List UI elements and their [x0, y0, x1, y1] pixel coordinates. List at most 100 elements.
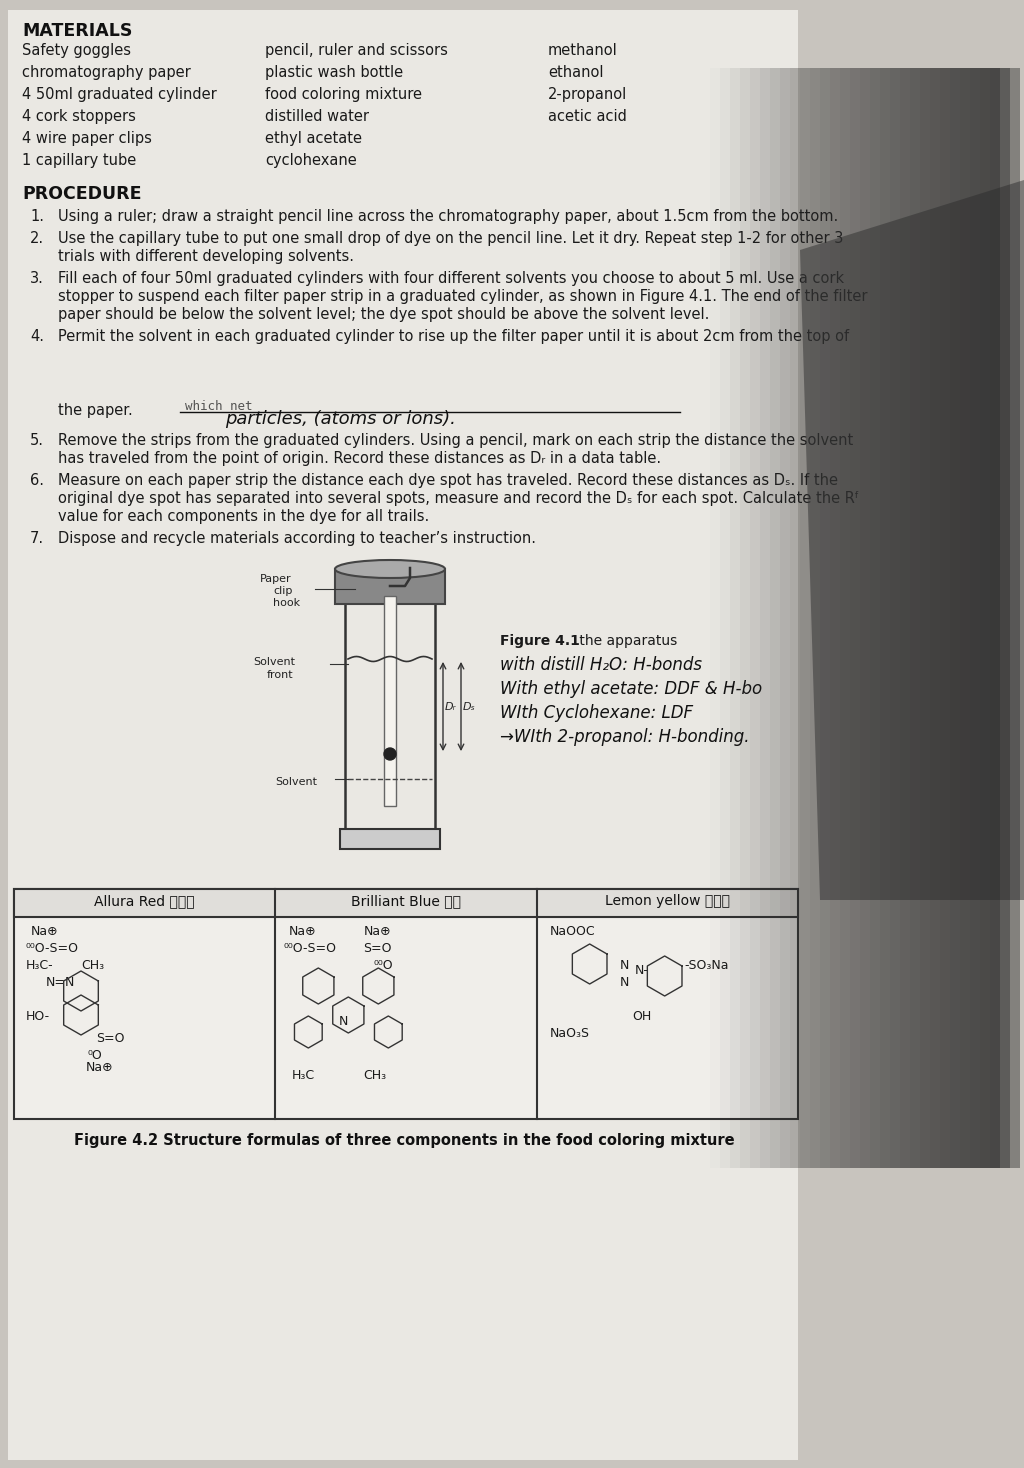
- Bar: [810, 68, 840, 1169]
- Bar: [930, 68, 961, 1169]
- Text: Lemon yellow 柠橘黄: Lemon yellow 柠橘黄: [605, 894, 730, 909]
- Text: 4 50ml graduated cylinder: 4 50ml graduated cylinder: [22, 87, 217, 101]
- Bar: [760, 68, 790, 1169]
- Text: distilled water: distilled water: [265, 109, 369, 123]
- Text: cyclohexane: cyclohexane: [265, 153, 356, 167]
- Text: original dye spot has separated into several spots, measure and record the Dₛ fo: original dye spot has separated into sev…: [58, 490, 859, 506]
- Text: Na⊕: Na⊕: [31, 925, 58, 938]
- Text: front: front: [267, 669, 294, 680]
- Text: ⁰O: ⁰O: [88, 1050, 102, 1061]
- Text: →WIth 2-propanol: H-bonding.: →WIth 2-propanol: H-bonding.: [500, 728, 750, 746]
- Bar: [730, 68, 760, 1169]
- Bar: [720, 68, 750, 1169]
- Text: Fill each of four 50ml graduated cylinders with four different solvents you choo: Fill each of four 50ml graduated cylinde…: [58, 272, 844, 286]
- Bar: [910, 68, 940, 1169]
- Text: WIth Cyclohexane: LDF: WIth Cyclohexane: LDF: [500, 705, 693, 722]
- Text: Permit the solvent in each graduated cylinder to rise up the filter paper until : Permit the solvent in each graduated cyl…: [58, 329, 849, 344]
- Bar: [840, 68, 870, 1169]
- Text: Remove the strips from the graduated cylinders. Using a pencil, mark on each str: Remove the strips from the graduated cyl…: [58, 433, 853, 448]
- Text: CH₃: CH₃: [364, 1069, 386, 1082]
- Bar: [830, 68, 860, 1169]
- Text: Use the capillary tube to put one small drop of dye on the pencil line. Let it d: Use the capillary tube to put one small …: [58, 230, 844, 247]
- Text: ethyl acetate: ethyl acetate: [265, 131, 362, 145]
- Text: trials with different developing solvents.: trials with different developing solvent…: [58, 250, 354, 264]
- Bar: [970, 68, 1000, 1169]
- Bar: [880, 68, 910, 1169]
- Text: chromatography paper: chromatography paper: [22, 65, 190, 79]
- Text: Dₛ: Dₛ: [463, 702, 476, 712]
- Bar: [850, 68, 880, 1169]
- Bar: [740, 68, 770, 1169]
- Bar: [335, 570, 445, 603]
- Text: 3.: 3.: [30, 272, 44, 286]
- Text: which net: which net: [185, 399, 522, 413]
- Text: with distill H₂O: H-bonds: with distill H₂O: H-bonds: [500, 656, 702, 674]
- Text: CH₃: CH₃: [81, 959, 104, 972]
- Text: HO-: HO-: [26, 1010, 50, 1023]
- Bar: [860, 68, 890, 1169]
- Text: N: N: [620, 976, 629, 989]
- Text: Figure 4.1: Figure 4.1: [500, 634, 580, 647]
- Text: Brilliant Blue 入蓝: Brilliant Blue 入蓝: [351, 894, 461, 909]
- Text: OH: OH: [633, 1010, 652, 1023]
- Text: 7.: 7.: [30, 531, 44, 546]
- Text: H₃C: H₃C: [292, 1069, 314, 1082]
- Bar: [14, 890, 798, 1119]
- Bar: [345, 599, 435, 829]
- Text: hook: hook: [273, 597, 300, 608]
- Text: With ethyl acetate: DDF & H-bo: With ethyl acetate: DDF & H-bo: [500, 680, 762, 697]
- Ellipse shape: [335, 559, 445, 578]
- Text: acetic acid: acetic acid: [548, 109, 627, 123]
- Text: Na⊕: Na⊕: [86, 1061, 114, 1075]
- Text: 1 capillary tube: 1 capillary tube: [22, 153, 136, 167]
- Bar: [780, 68, 810, 1169]
- Text: MATERIALS: MATERIALS: [22, 22, 132, 40]
- Text: Solvent: Solvent: [253, 658, 295, 666]
- Text: H₃C-: H₃C-: [26, 959, 53, 972]
- Text: Na⊕: Na⊕: [364, 925, 391, 938]
- Text: 4.: 4.: [30, 329, 44, 344]
- Bar: [14, 890, 798, 918]
- Bar: [750, 68, 780, 1169]
- Text: particles, (atoms or ions).: particles, (atoms or ions).: [225, 410, 456, 429]
- Text: Dᵣ: Dᵣ: [445, 702, 457, 712]
- Text: 4 wire paper clips: 4 wire paper clips: [22, 131, 152, 145]
- Bar: [950, 68, 980, 1169]
- Text: 5.: 5.: [30, 433, 44, 448]
- Text: plastic wash bottle: plastic wash bottle: [265, 65, 403, 79]
- Polygon shape: [800, 181, 1024, 900]
- Text: Solvent: Solvent: [275, 777, 317, 787]
- Text: 1.: 1.: [30, 208, 44, 225]
- Bar: [940, 68, 970, 1169]
- Text: ⁰⁰O: ⁰⁰O: [374, 959, 393, 972]
- Text: clip: clip: [273, 586, 293, 596]
- Text: Allura Red 淡红红: Allura Red 淡红红: [94, 894, 195, 909]
- Text: Safety goggles: Safety goggles: [22, 43, 131, 59]
- Text: 2-propanol: 2-propanol: [548, 87, 628, 101]
- Text: Figure 4.2 Structure formulas of three components in the food coloring mixture: Figure 4.2 Structure formulas of three c…: [74, 1133, 734, 1148]
- Bar: [900, 68, 930, 1169]
- Text: stopper to suspend each filter paper strip in a graduated cylinder, as shown in : stopper to suspend each filter paper str…: [58, 289, 867, 304]
- Text: S=O: S=O: [96, 1032, 125, 1045]
- Bar: [700, 68, 730, 1169]
- Bar: [800, 68, 830, 1169]
- Text: paper should be below the solvent level; the dye spot should be above the solven: paper should be below the solvent level;…: [58, 307, 710, 321]
- Text: pencil, ruler and scissors: pencil, ruler and scissors: [265, 43, 447, 59]
- Text: S=O: S=O: [364, 942, 392, 956]
- Text: 2.: 2.: [30, 230, 44, 247]
- Bar: [384, 596, 396, 806]
- Text: 6.: 6.: [30, 473, 44, 487]
- Bar: [961, 68, 990, 1169]
- Bar: [890, 68, 920, 1169]
- Text: N: N: [620, 959, 629, 972]
- Text: N: N: [338, 1014, 348, 1028]
- Text: ⁰⁰O-S=O: ⁰⁰O-S=O: [284, 942, 336, 956]
- Text: Na⊕: Na⊕: [289, 925, 316, 938]
- Text: methanol: methanol: [548, 43, 617, 59]
- Text: Measure on each paper strip the distance each dye spot has traveled. Record thes: Measure on each paper strip the distance…: [58, 473, 838, 487]
- Text: -SO₃Na: -SO₃Na: [685, 959, 729, 972]
- Bar: [870, 68, 900, 1169]
- Bar: [790, 68, 820, 1169]
- Text: Using a ruler; draw a straight pencil line across the chromatography paper, abou: Using a ruler; draw a straight pencil li…: [58, 208, 839, 225]
- Text: value for each components in the dye for all trails.: value for each components in the dye for…: [58, 509, 429, 524]
